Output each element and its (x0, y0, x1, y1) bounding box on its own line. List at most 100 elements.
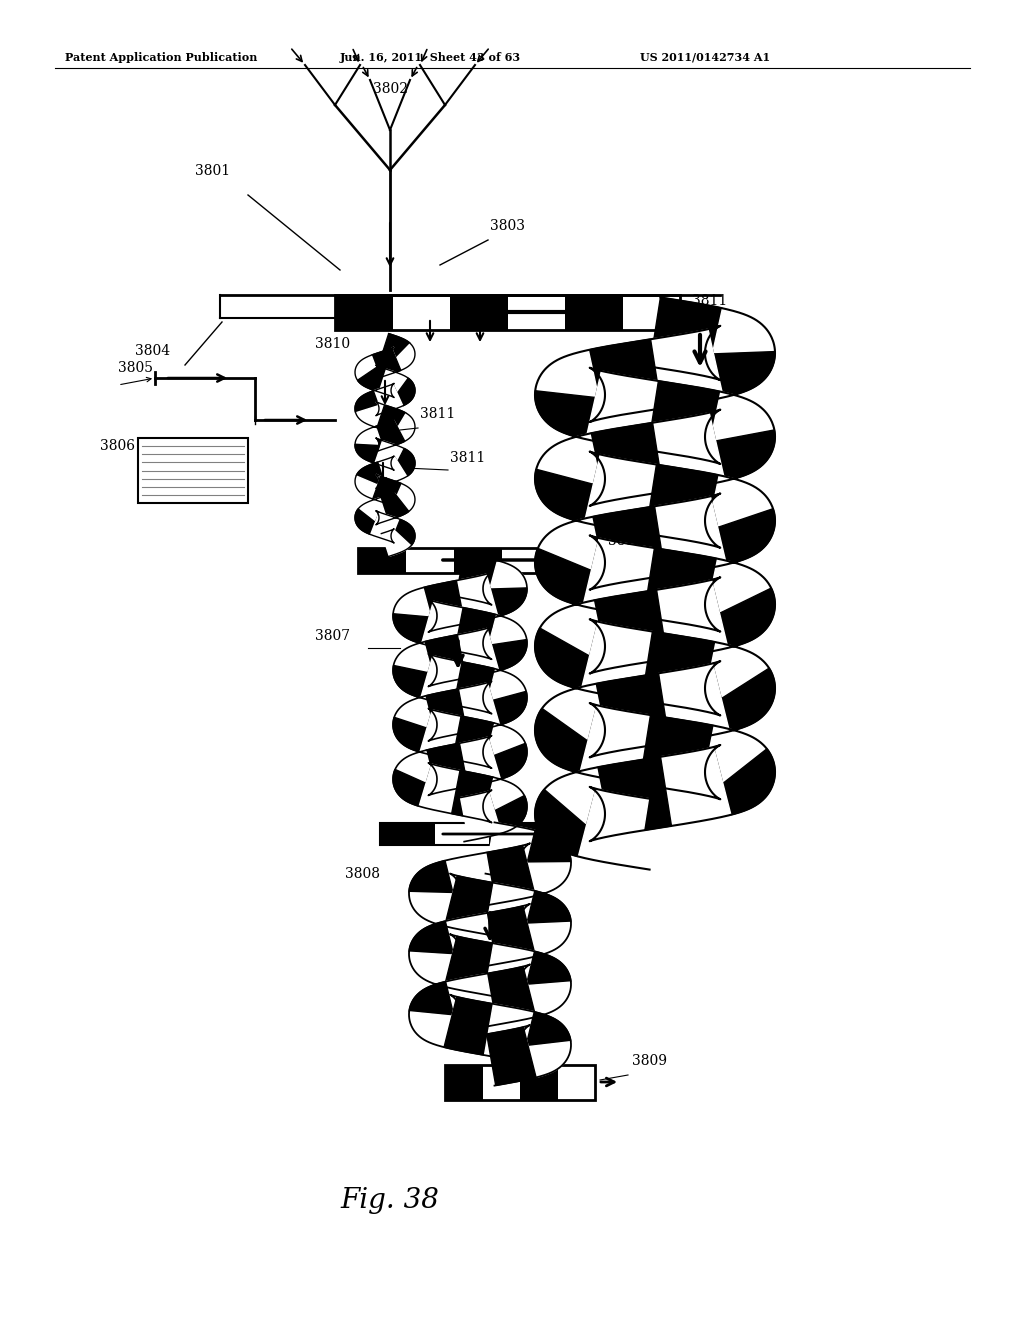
Polygon shape (372, 348, 400, 378)
Polygon shape (423, 581, 465, 630)
Polygon shape (705, 326, 775, 397)
Bar (358, 548, 406, 573)
Polygon shape (409, 861, 461, 913)
Polygon shape (381, 334, 411, 362)
Bar (482, 1065, 520, 1100)
Polygon shape (597, 756, 672, 836)
Polygon shape (409, 935, 461, 986)
Polygon shape (393, 587, 437, 632)
Polygon shape (579, 789, 648, 867)
Polygon shape (485, 845, 536, 904)
Polygon shape (410, 982, 461, 1035)
Polygon shape (371, 512, 400, 541)
Bar (406, 548, 454, 573)
Bar (520, 1065, 557, 1100)
Polygon shape (586, 371, 658, 450)
Polygon shape (409, 995, 461, 1047)
Polygon shape (355, 401, 385, 428)
Polygon shape (705, 577, 775, 648)
Bar (508, 294, 565, 330)
Polygon shape (649, 297, 723, 376)
Text: Patent Application Publication: Patent Application Publication (65, 51, 257, 63)
Text: 3806: 3806 (100, 440, 135, 453)
Bar (550, 548, 598, 573)
Polygon shape (519, 904, 571, 957)
Text: 3805: 3805 (118, 360, 153, 375)
Polygon shape (483, 777, 524, 822)
Text: 3803: 3803 (490, 219, 525, 234)
Polygon shape (647, 381, 721, 461)
Polygon shape (355, 426, 383, 451)
Bar (335, 294, 392, 330)
Polygon shape (444, 936, 494, 995)
Polygon shape (705, 661, 775, 731)
Polygon shape (455, 607, 497, 657)
Polygon shape (703, 558, 771, 632)
Polygon shape (422, 602, 463, 651)
Polygon shape (356, 462, 385, 488)
Polygon shape (457, 574, 498, 624)
Polygon shape (373, 477, 402, 506)
Polygon shape (483, 615, 526, 659)
Bar (392, 294, 450, 330)
Polygon shape (483, 669, 526, 714)
Polygon shape (393, 642, 436, 686)
Polygon shape (393, 763, 437, 807)
Text: 3804: 3804 (135, 345, 170, 358)
Polygon shape (391, 484, 415, 511)
Polygon shape (589, 339, 662, 418)
Polygon shape (535, 704, 605, 774)
Bar (450, 294, 508, 330)
Polygon shape (421, 656, 462, 705)
Polygon shape (486, 906, 536, 965)
Polygon shape (645, 465, 719, 544)
Polygon shape (379, 370, 409, 397)
Polygon shape (535, 787, 605, 857)
Polygon shape (409, 874, 461, 927)
Polygon shape (656, 579, 728, 659)
Polygon shape (652, 413, 725, 492)
Polygon shape (519, 830, 571, 883)
Polygon shape (484, 723, 525, 768)
Polygon shape (535, 368, 605, 440)
Polygon shape (444, 875, 495, 935)
Polygon shape (391, 449, 415, 477)
Polygon shape (658, 664, 729, 742)
Polygon shape (355, 438, 383, 463)
Polygon shape (486, 1027, 537, 1085)
Polygon shape (705, 494, 775, 565)
Polygon shape (595, 673, 670, 752)
Polygon shape (583, 539, 654, 618)
Polygon shape (445, 974, 496, 1032)
Polygon shape (643, 548, 718, 627)
Polygon shape (355, 474, 381, 499)
Text: 3811: 3811 (420, 407, 456, 421)
Bar (502, 548, 550, 573)
Bar (445, 1065, 595, 1100)
Polygon shape (519, 891, 571, 944)
Polygon shape (483, 573, 527, 616)
Text: 3811: 3811 (450, 451, 485, 465)
Polygon shape (483, 791, 527, 833)
Polygon shape (535, 619, 605, 689)
Polygon shape (393, 599, 437, 644)
Polygon shape (483, 681, 527, 725)
Polygon shape (395, 750, 436, 796)
Polygon shape (460, 737, 501, 787)
Text: 3807: 3807 (315, 630, 350, 643)
Bar (544, 822, 598, 845)
Bar (380, 822, 598, 845)
Text: 3808: 3808 (345, 867, 380, 880)
Bar (358, 548, 598, 573)
Polygon shape (425, 689, 467, 739)
Polygon shape (705, 475, 773, 548)
Bar (434, 822, 489, 845)
Polygon shape (424, 635, 466, 685)
Polygon shape (391, 343, 415, 371)
Polygon shape (519, 843, 571, 896)
Polygon shape (456, 553, 498, 603)
Polygon shape (592, 507, 666, 586)
Polygon shape (380, 492, 409, 520)
Polygon shape (540, 601, 607, 673)
Polygon shape (452, 771, 494, 820)
